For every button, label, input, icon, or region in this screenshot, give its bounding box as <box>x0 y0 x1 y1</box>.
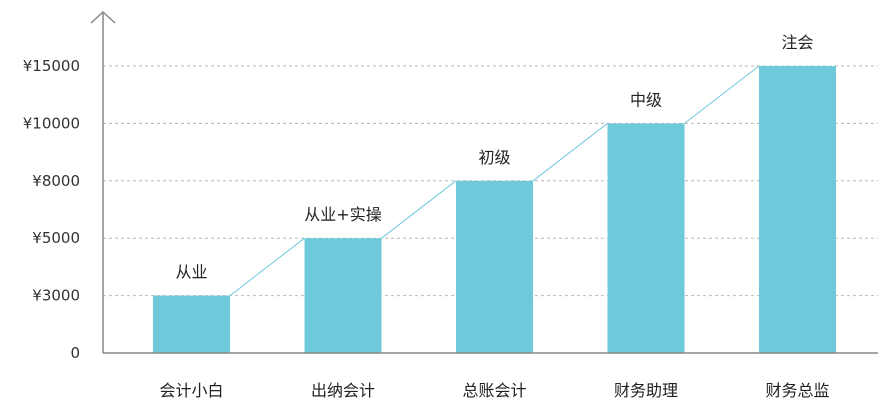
x-tick-label: 总账会计 <box>462 381 526 400</box>
x-tick-label: 财务总监 <box>765 381 829 400</box>
connector-segment <box>381 180 457 239</box>
x-tick-label: 会计小白 <box>159 381 223 400</box>
x-tick-label: 出纳会计 <box>311 381 375 400</box>
bar-label: 注会 <box>781 33 813 52</box>
bar <box>607 123 685 354</box>
connector-segment <box>532 123 608 182</box>
connector-segment <box>229 237 305 296</box>
y-tick-label: ¥15000 <box>23 57 80 75</box>
x-tick-labels: 会计小白 出纳会计 总账会计 财务助理 财务总监 <box>159 381 829 400</box>
bar-label: 从业 <box>175 263 207 282</box>
bar <box>759 66 836 353</box>
bar <box>153 295 230 353</box>
bar-labels: 从业 从业+实操 初级 中级 注会 <box>175 33 813 282</box>
y-tick-label: ¥8000 <box>32 172 80 190</box>
bar <box>304 238 382 353</box>
y-tick-label: 0 <box>70 344 80 362</box>
axes <box>90 10 878 354</box>
bar <box>456 180 533 353</box>
connector-segment <box>684 65 760 124</box>
x-tick-label: 财务助理 <box>614 381 678 400</box>
bar-label: 初级 <box>478 148 510 167</box>
bar-label: 中级 <box>630 90 662 109</box>
y-tick-labels: 0 ¥3000 ¥5000 ¥8000 ¥10000 ¥15000 <box>23 57 80 362</box>
y-tick-label: ¥3000 <box>32 287 80 305</box>
bars <box>153 66 836 354</box>
bar-label: 从业+实操 <box>304 205 381 224</box>
y-tick-label: ¥5000 <box>32 229 80 247</box>
y-tick-label: ¥10000 <box>23 114 80 132</box>
connector-line <box>229 65 760 296</box>
y-axis-arrow <box>90 10 116 24</box>
